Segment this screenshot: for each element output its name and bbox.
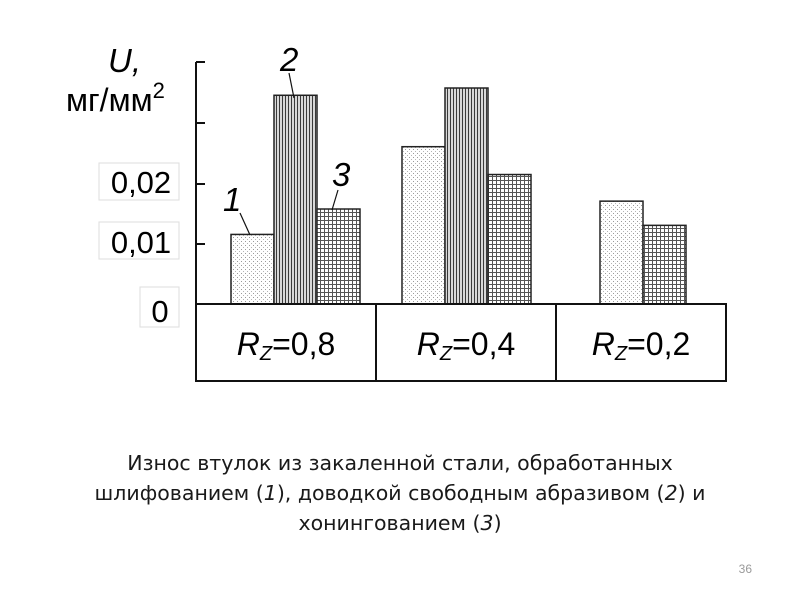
bar-series-1-cat-1 xyxy=(230,233,275,305)
y-tick-label-0: 0 xyxy=(151,294,168,329)
bars-group xyxy=(230,87,687,305)
wear-bar-chart: U, мг/мм2 0 0,01 0,02 1 2 3 RZ=0,8 RZ=0,… xyxy=(66,41,727,382)
bar-series-3-cat-1 xyxy=(316,208,361,305)
y-tick-label-001: 0,01 xyxy=(111,225,171,260)
slide-number: 36 xyxy=(738,562,752,576)
series-3-leader xyxy=(331,189,339,211)
bar-series-2-cat-1 xyxy=(273,94,318,305)
category-label-2: RZ=0,4 xyxy=(417,326,516,365)
y-axis-unit: мг/мм2 xyxy=(66,78,165,118)
bar-series-1-cat-2 xyxy=(401,145,446,305)
tick-frame xyxy=(98,221,180,260)
category-label-3: RZ=0,2 xyxy=(592,326,691,365)
bar-series-2-cat-2 xyxy=(444,87,489,305)
category-label-1: RZ=0,8 xyxy=(237,326,336,365)
series-1-leader xyxy=(239,212,251,236)
category-table xyxy=(195,303,727,382)
y-tick-label-002: 0,02 xyxy=(111,165,171,200)
tick-frame xyxy=(139,286,180,328)
series-3-label: 3 xyxy=(332,156,351,193)
bar-series-3-cat-2 xyxy=(487,173,532,305)
series-1-label: 1 xyxy=(223,181,241,218)
series-2-label: 2 xyxy=(279,41,298,78)
tick-frame xyxy=(98,162,180,201)
y-axis-symbol: U, xyxy=(108,42,141,79)
bar-series-1-cat-3 xyxy=(599,200,644,305)
bar-series-3-cat-3 xyxy=(642,224,687,305)
figure-caption: Износ втулок из закаленной стали, обрабо… xyxy=(94,451,706,535)
series-2-leader xyxy=(288,72,295,99)
